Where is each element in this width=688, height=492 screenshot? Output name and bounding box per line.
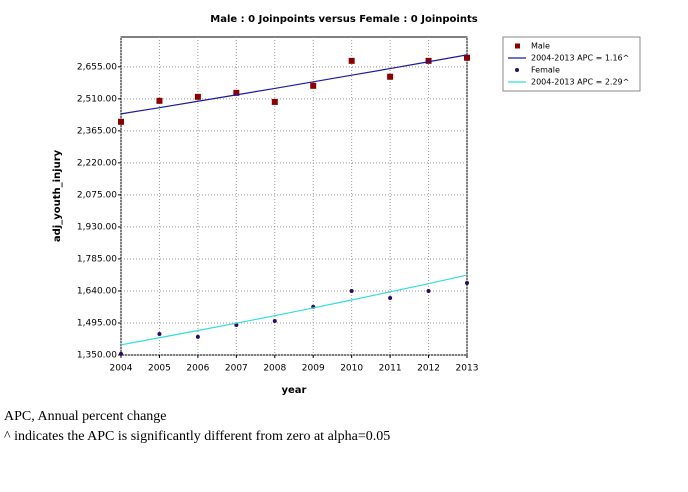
legend-label: Male	[531, 42, 550, 51]
point	[157, 332, 162, 337]
x-tick-label: 2012	[417, 364, 440, 374]
point	[425, 57, 432, 64]
y-tick-label: 2,365.00	[77, 126, 117, 136]
y-tick-label: 1,495.00	[77, 318, 117, 328]
x-tick-label: 2011	[379, 364, 402, 374]
legend-swatch	[515, 68, 519, 72]
y-tick-label: 2,655.00	[77, 62, 117, 72]
chart-title: Male : 0 Joinpoints versus Female : 0 Jo…	[210, 14, 477, 25]
x-tick-label: 2010	[340, 364, 363, 374]
plot-area	[120, 36, 468, 356]
y-tick-label: 2,510.00	[77, 94, 117, 104]
point	[388, 296, 393, 301]
x-tick-label: 2007	[225, 364, 248, 374]
x-tick-label: 2008	[263, 364, 286, 374]
y-tick-label: 1,930.00	[77, 222, 117, 232]
x-tick-label: 2005	[148, 364, 171, 374]
point	[194, 93, 201, 100]
fit-line	[120, 274, 468, 346]
point	[310, 82, 317, 89]
point	[387, 73, 394, 80]
point	[426, 288, 431, 293]
note: APC, Annual percent change	[4, 409, 167, 424]
x-tick-label: 2009	[302, 364, 325, 374]
y-tick-label: 1,785.00	[77, 254, 117, 264]
point	[119, 351, 123, 356]
point	[464, 54, 470, 61]
legend-label: 2004-2013 APC = 2.29^	[531, 78, 629, 87]
point	[272, 318, 277, 323]
point	[233, 89, 240, 96]
point	[118, 118, 124, 125]
y-tick-label: 2,075.00	[77, 190, 117, 200]
y-tick-label: 2,220.00	[77, 158, 117, 168]
point	[156, 97, 163, 104]
note: ^ indicates the APC is significantly dif…	[4, 429, 390, 444]
x-axis-label: year	[282, 385, 307, 396]
point	[195, 334, 200, 339]
point	[271, 98, 278, 105]
point	[465, 281, 469, 286]
legend-label: 2004-2013 APC = 1.16^	[531, 54, 629, 63]
legend-label: Female	[531, 66, 560, 75]
y-tick-label: 1,350.00	[77, 351, 117, 361]
point	[349, 288, 354, 293]
point	[348, 57, 355, 64]
fit-line	[120, 54, 468, 115]
x-tick-label: 2006	[186, 364, 209, 374]
y-tick-label: 1,640.00	[77, 286, 117, 296]
x-tick-label: 2004	[110, 364, 133, 374]
x-tick-label: 2013	[456, 364, 479, 374]
legend-swatch	[515, 43, 520, 49]
y-axis-label: adj_youth_injury	[52, 149, 63, 242]
